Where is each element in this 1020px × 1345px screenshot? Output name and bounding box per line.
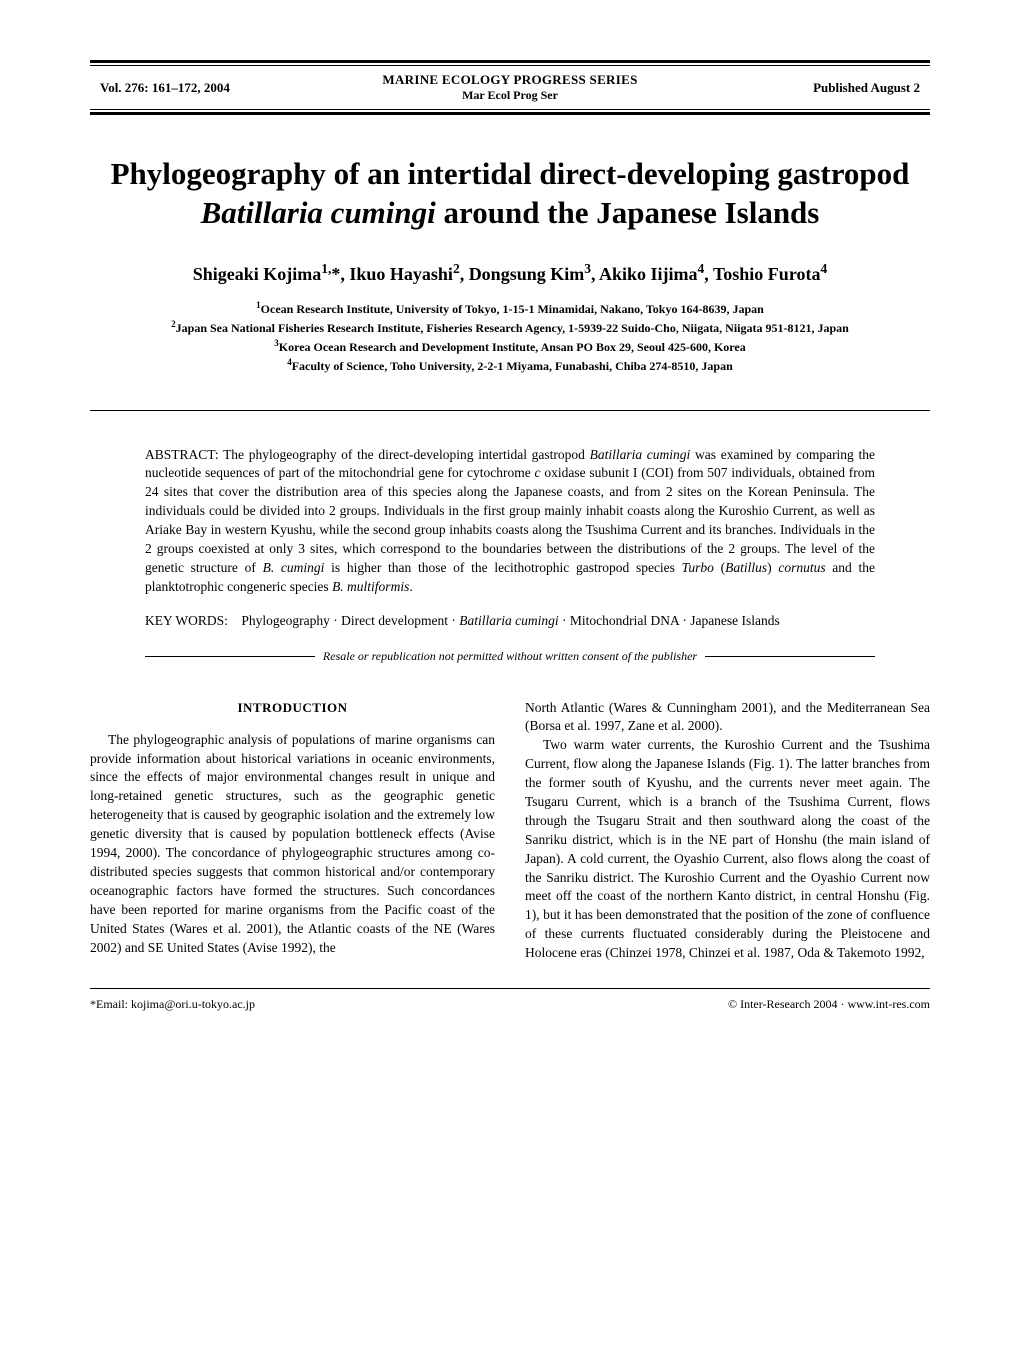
copyright: © Inter-Research 2004 · www.int-res.com bbox=[728, 997, 930, 1012]
corresponding-email: *Email: kojima@ori.u-tokyo.ac.jp bbox=[90, 997, 255, 1012]
journal-header-inner: Vol. 276: 161–172, 2004 MARINE ECOLOGY P… bbox=[90, 65, 930, 110]
abstract-text: The phylogeography of the direct-develop… bbox=[145, 447, 875, 594]
affiliations: 1Ocean Research Institute, University of… bbox=[90, 299, 930, 375]
publish-date: Published August 2 bbox=[715, 80, 920, 96]
abstract-label: ABSTRACT: bbox=[145, 447, 219, 462]
body-columns: INTRODUCTION The phylogeographic analysi… bbox=[90, 699, 930, 963]
introduction-heading: INTRODUCTION bbox=[90, 699, 495, 717]
column-right: North Atlantic (Wares & Cunningham 2001)… bbox=[525, 699, 930, 963]
abstract: ABSTRACT: The phylogeography of the dire… bbox=[90, 410, 930, 597]
author-list: Shigeaki Kojima1,*, Ikuo Hayashi2, Dongs… bbox=[90, 261, 930, 285]
series-abbrev: Mar Ecol Prog Ser bbox=[305, 88, 715, 103]
intro-paragraph-2: Two warm water currents, the Kuroshio Cu… bbox=[525, 736, 930, 963]
column-left: INTRODUCTION The phylogeographic analysi… bbox=[90, 699, 495, 963]
article-title: Phylogeography of an intertidal direct-d… bbox=[90, 155, 930, 233]
keywords: KEY WORDS: Phylogeography · Direct devel… bbox=[90, 612, 930, 631]
series-block: MARINE ECOLOGY PROGRESS SERIES Mar Ecol … bbox=[305, 72, 715, 103]
affiliation-1: 1Ocean Research Institute, University of… bbox=[120, 299, 900, 318]
rule-left bbox=[145, 656, 315, 657]
volume-info: Vol. 276: 161–172, 2004 bbox=[100, 80, 305, 96]
keywords-label: KEY WORDS: bbox=[145, 613, 228, 628]
affiliation-2: 2Japan Sea National Fisheries Research I… bbox=[120, 318, 900, 337]
intro-paragraph-1: The phylogeographic analysis of populati… bbox=[90, 731, 495, 958]
rule-right bbox=[705, 656, 875, 657]
keywords-text: Phylogeography · Direct development · Ba… bbox=[241, 613, 779, 628]
series-title: MARINE ECOLOGY PROGRESS SERIES bbox=[305, 72, 715, 88]
journal-header: Vol. 276: 161–172, 2004 MARINE ECOLOGY P… bbox=[90, 60, 930, 115]
affiliation-4: 4Faculty of Science, Toho University, 2-… bbox=[120, 356, 900, 375]
resale-text: Resale or republication not permitted wi… bbox=[315, 649, 705, 664]
resale-notice: Resale or republication not permitted wi… bbox=[90, 649, 930, 664]
affiliation-3: 3Korea Ocean Research and Development In… bbox=[120, 337, 900, 356]
intro-paragraph-1-cont: North Atlantic (Wares & Cunningham 2001)… bbox=[525, 699, 930, 737]
page-footer: *Email: kojima@ori.u-tokyo.ac.jp © Inter… bbox=[90, 988, 930, 1012]
